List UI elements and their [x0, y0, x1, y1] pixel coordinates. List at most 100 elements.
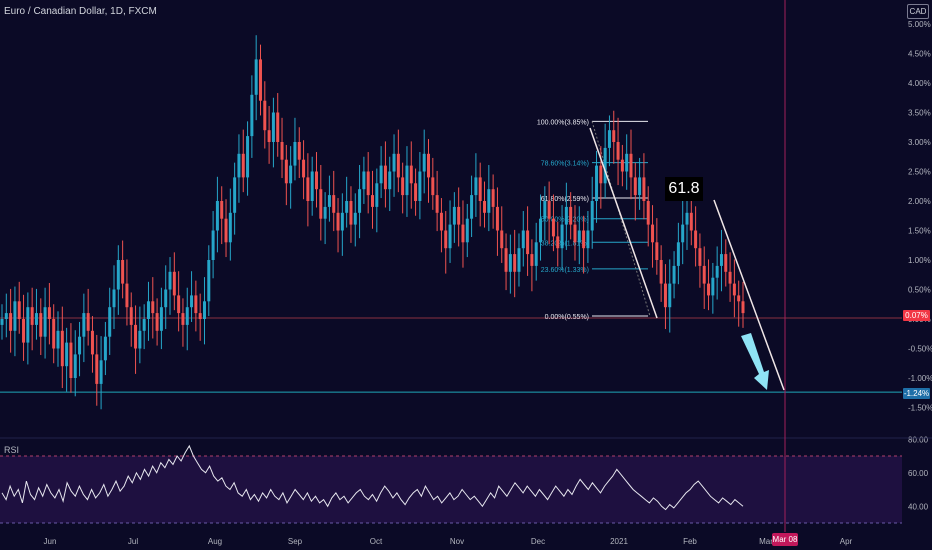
- candle-body: [276, 112, 280, 142]
- candle-body: [95, 354, 99, 384]
- x-tick-label: Nov: [450, 537, 464, 546]
- rsi-label[interactable]: RSI: [4, 445, 20, 455]
- candle-body: [86, 313, 90, 331]
- candle-body: [159, 307, 163, 331]
- x-tick-label: Dec: [531, 537, 545, 546]
- candle-body: [689, 212, 693, 231]
- candle-body: [336, 212, 340, 231]
- candle-body: [405, 165, 409, 196]
- candle-body: [526, 230, 530, 255]
- x-tick-label: Jul: [128, 537, 138, 546]
- candle-body: [112, 289, 116, 308]
- candle-body: [172, 271, 176, 296]
- candle-body: [427, 153, 431, 178]
- candle-body: [534, 242, 538, 266]
- candle-body: [418, 171, 422, 201]
- candle-body: [56, 330, 60, 349]
- candle-body: [547, 201, 551, 219]
- candle-body: [560, 224, 564, 249]
- candle-body: [474, 177, 478, 196]
- candle-body: [728, 271, 732, 284]
- x-tick-label: Jun: [44, 537, 57, 546]
- y-tick-label: 1.00%: [908, 256, 931, 265]
- y-tick-label: -1.00%: [908, 374, 932, 383]
- candle-body: [586, 230, 590, 249]
- candle-body: [358, 189, 362, 213]
- candle-body: [633, 177, 637, 196]
- candle-body: [642, 177, 646, 201]
- candle-body: [69, 342, 73, 378]
- candle-body: [487, 189, 491, 213]
- fib-trend-line: [591, 121, 651, 317]
- symbol-title[interactable]: Euro / Canadian Dollar, 1D, FXCM: [4, 6, 157, 17]
- candle-body: [495, 206, 499, 231]
- fib-level-label: 0.00%(0.55%): [545, 314, 589, 321]
- current-price-tag: 0.07%: [903, 310, 930, 321]
- candle-body: [185, 307, 189, 325]
- candle-body: [491, 189, 495, 207]
- candle-body: [215, 201, 219, 231]
- y-tick-label: 5.00%: [908, 20, 931, 29]
- rsi-tick-label: 40.00: [908, 502, 929, 511]
- candle-body: [103, 336, 107, 361]
- candle-body: [483, 201, 487, 213]
- candle-body: [241, 153, 245, 178]
- candle-body: [43, 307, 47, 337]
- candle-body: [513, 254, 517, 272]
- candle-body: [500, 230, 504, 249]
- candle-body: [457, 206, 461, 225]
- candle-body: [177, 295, 181, 314]
- candle-body: [371, 195, 374, 207]
- candle-body: [4, 313, 8, 319]
- candle-body: [629, 153, 633, 178]
- candle-body: [151, 301, 155, 314]
- fib-level-label: 38.20%(1.81%): [541, 240, 589, 247]
- candle-body: [732, 283, 736, 296]
- candle-body: [379, 165, 383, 184]
- candle-body: [13, 301, 17, 331]
- candle-body: [250, 94, 254, 137]
- candle-body: [0, 319, 4, 325]
- candle-body: [551, 218, 555, 237]
- candle-body: [332, 195, 336, 213]
- marker-date-tag: Mar 08: [772, 533, 798, 546]
- candle-body: [599, 165, 603, 184]
- candle-body: [582, 230, 586, 249]
- candle-body: [142, 319, 146, 331]
- candle-body: [181, 313, 185, 325]
- x-tick-label: Apr: [840, 537, 853, 546]
- candle-body: [543, 201, 547, 219]
- candle-body: [409, 165, 413, 184]
- candle-body: [590, 201, 594, 231]
- candle-body: [414, 183, 418, 201]
- candle-body: [564, 206, 568, 225]
- x-tick-label: Feb: [683, 537, 697, 546]
- candle-body: [164, 289, 168, 308]
- rsi-line: [1, 444, 744, 511]
- candle-body: [504, 248, 508, 272]
- candle-body: [90, 330, 94, 355]
- candle-body: [254, 59, 258, 95]
- candle-body: [620, 159, 624, 172]
- candle-body: [258, 59, 262, 101]
- fib-level-label: 23.60%(1.33%): [541, 267, 589, 274]
- y-tick-label: 2.50%: [908, 168, 931, 177]
- currency-badge[interactable]: CAD: [907, 4, 929, 19]
- candle-body: [681, 224, 685, 243]
- candle-body: [34, 313, 38, 325]
- trend-lines[interactable]: [589, 127, 785, 391]
- candle-body: [478, 177, 482, 201]
- fib-level-label: 78.60%(3.14%): [541, 161, 589, 168]
- horizontal-lines: [0, 0, 932, 532]
- candle-body: [314, 171, 318, 190]
- candle-body: [349, 201, 353, 225]
- candle-body: [517, 248, 521, 272]
- candle-body: [444, 230, 448, 249]
- candle-body: [224, 218, 228, 243]
- candle-body: [302, 159, 306, 178]
- candle-body: [78, 336, 82, 355]
- candle-body: [194, 295, 198, 314]
- candle-body: [366, 171, 370, 196]
- candle-body: [672, 265, 676, 284]
